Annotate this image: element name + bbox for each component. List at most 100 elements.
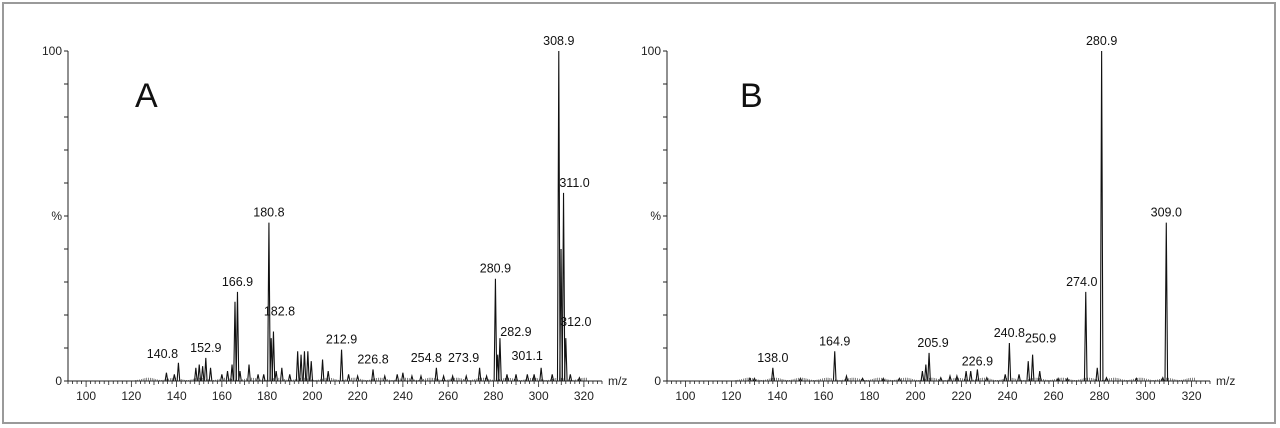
panel-a-peak-label: 254.8 bbox=[411, 351, 442, 365]
panel-a-peak-label: 282.9 bbox=[500, 325, 531, 339]
panel-b-peak bbox=[1003, 374, 1008, 382]
panel-a-x-tick-label: 320 bbox=[574, 389, 594, 403]
panel-b-peak bbox=[1017, 374, 1021, 382]
panel-a-peak bbox=[235, 291, 240, 382]
panel-b-peak bbox=[1083, 291, 1088, 382]
panel-b-peak bbox=[897, 377, 902, 382]
panel-b-peak bbox=[832, 351, 837, 382]
panel-b-peak bbox=[938, 376, 943, 382]
panel-a-peak bbox=[271, 331, 276, 382]
panel-a-peak bbox=[302, 351, 307, 382]
panel-a-peak bbox=[561, 192, 566, 382]
panel-a-peak bbox=[238, 371, 242, 382]
panel-b-peak bbox=[860, 377, 865, 382]
panel-a-peak bbox=[267, 222, 271, 382]
panel-a-peak bbox=[539, 367, 543, 382]
panel-a-peak-label: 308.9 bbox=[543, 34, 574, 48]
panel-a-x-tick-label: 260 bbox=[438, 389, 458, 403]
panel-b-peak bbox=[955, 373, 959, 382]
panel-b-baseline-noise bbox=[735, 377, 1195, 381]
panel-b-peak bbox=[920, 371, 925, 382]
panel-b-peak bbox=[923, 364, 928, 382]
panel-b-x-tick-label: 320 bbox=[1182, 389, 1202, 403]
panel-b-peak bbox=[1030, 354, 1035, 382]
panel-b-peak bbox=[844, 373, 849, 382]
panel-b-peak-label: 138.0 bbox=[757, 351, 788, 365]
panel-b-peak-label: 250.9 bbox=[1025, 332, 1056, 346]
panel-a-x-tick-label: 240 bbox=[393, 389, 413, 403]
panel-a-peak bbox=[299, 354, 303, 382]
panel-a-peak-label: 301.1 bbox=[511, 349, 542, 363]
panel-b-y-tick-label: 100 bbox=[641, 44, 661, 58]
panel-a-peak-label: 180.8 bbox=[253, 206, 284, 220]
panel-a-peak bbox=[208, 367, 213, 382]
panel-a-x-tick-label: 160 bbox=[212, 389, 232, 403]
panel-a-peak bbox=[434, 367, 439, 382]
panel-a-peak-label: 212.9 bbox=[326, 333, 357, 347]
panel-a-peak-label: 273.9 bbox=[448, 351, 479, 365]
panel-b-x-tick-label: 280 bbox=[1090, 389, 1110, 403]
panel-a-x-tick-label: 300 bbox=[529, 389, 549, 403]
panel-a-peak bbox=[514, 374, 518, 382]
panel-a-peak bbox=[295, 351, 300, 382]
panel-a-peak bbox=[563, 338, 568, 382]
panel-a-peak bbox=[419, 373, 423, 382]
panel-a-peak bbox=[550, 374, 555, 382]
panel-a-x-axis-unit: m/z bbox=[608, 374, 627, 388]
panel-a-x-tick-label: 220 bbox=[348, 389, 368, 403]
panel-a-peak bbox=[176, 362, 181, 382]
panel-b-peak bbox=[964, 371, 968, 382]
panel-a-x-tick-label: 280 bbox=[483, 389, 503, 403]
panel-a-peak bbox=[505, 374, 509, 382]
panel-a-peak bbox=[320, 359, 325, 382]
panel-b-x-tick-label: 180 bbox=[859, 389, 879, 403]
panel-b-x-tick-label: 100 bbox=[675, 389, 695, 403]
panel-a-peak bbox=[200, 366, 205, 382]
panel-b-peak bbox=[1007, 343, 1012, 382]
panel-a-peak bbox=[326, 371, 331, 382]
panel-b-peak-label: 240.8 bbox=[994, 326, 1025, 340]
panel-b-peak-label: 205.9 bbox=[917, 336, 948, 350]
panel-a-peak bbox=[164, 372, 169, 382]
panel-a-peak bbox=[450, 373, 455, 382]
panel-b-x-tick-label: 240 bbox=[998, 389, 1018, 403]
panel-a-peak-label: 312.0 bbox=[560, 315, 591, 329]
panel-a-peak bbox=[568, 374, 573, 382]
panel-a-peak-label: 152.9 bbox=[190, 341, 221, 355]
panel-a-peak-label: 166.9 bbox=[222, 275, 253, 289]
panel-b-peak bbox=[975, 369, 980, 382]
panel-a-peak bbox=[559, 248, 563, 382]
panel-b-x-axis-unit: m/z bbox=[1216, 374, 1235, 388]
panel-b-y-tick-label: % bbox=[650, 209, 661, 223]
panel-a-peak bbox=[274, 371, 279, 382]
panel-b-peak-label: 274.0 bbox=[1066, 275, 1097, 289]
panel-b-peak-label: 309.0 bbox=[1151, 206, 1182, 220]
panel-a-peak bbox=[225, 371, 230, 382]
panel-b-peak bbox=[985, 376, 989, 382]
panel-a-y-tick-label: 100 bbox=[42, 44, 62, 58]
panel-a-peak bbox=[287, 374, 292, 382]
panel-a-peak-label: 140.8 bbox=[147, 347, 178, 361]
panel-a-peak bbox=[556, 50, 561, 382]
panel-a-x-tick-label: 100 bbox=[76, 389, 96, 403]
panel-b-peak-label: 280.9 bbox=[1086, 34, 1117, 48]
panel-a-peak bbox=[493, 278, 498, 382]
panel-b-peak bbox=[948, 373, 952, 382]
panel-b-x-tick-label: 300 bbox=[1136, 389, 1156, 403]
panel-b-y-tick-label: 0 bbox=[654, 374, 661, 388]
panel-b-peak bbox=[1026, 361, 1031, 382]
panel-a-baseline-noise bbox=[135, 377, 587, 381]
panel-a-peak-label: 226.8 bbox=[357, 352, 388, 366]
panel-a-peak bbox=[498, 338, 502, 382]
panel-b-peak-label: 164.9 bbox=[819, 334, 850, 348]
panel-b-peak bbox=[752, 377, 757, 382]
panel-a-x-tick-label: 200 bbox=[302, 389, 322, 403]
panel-a-peak-label: 182.8 bbox=[264, 305, 295, 319]
panel-a-peak bbox=[279, 367, 284, 382]
panel-a-peak bbox=[532, 374, 536, 382]
panel-a-peak bbox=[230, 364, 234, 382]
panel-a-x-tick-label: 180 bbox=[257, 389, 277, 403]
panel-b-x-tick-label: 220 bbox=[951, 389, 971, 403]
